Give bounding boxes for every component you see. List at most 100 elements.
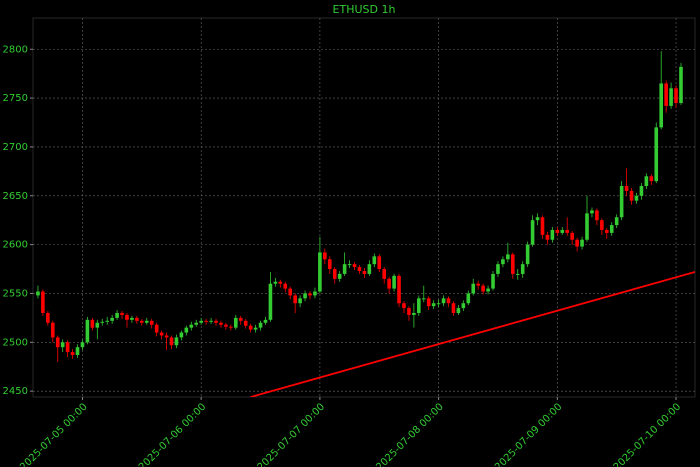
candle-body (342, 264, 347, 274)
candle-body (65, 342, 70, 353)
candle-body (219, 322, 223, 325)
y-tick-label: 2750 (3, 93, 28, 104)
candle-body (159, 332, 164, 336)
candle-body (100, 321, 105, 323)
candle-body (535, 217, 540, 221)
candle-body (308, 293, 312, 296)
candle-body (441, 298, 446, 304)
candle-body (115, 312, 119, 318)
candle-body (278, 281, 283, 284)
trend-line (250, 271, 695, 397)
candle-body (337, 273, 342, 279)
candle-body (476, 283, 480, 286)
candle-body (421, 298, 426, 300)
candle-body (590, 210, 594, 214)
candle-body (377, 256, 382, 270)
candle-body (50, 322, 55, 338)
candle-body (525, 244, 530, 265)
candle-body (110, 317, 114, 321)
candle-body (456, 308, 461, 313)
y-tick-label: 2550 (3, 288, 28, 299)
candle-body (36, 291, 40, 296)
candle-body (283, 283, 288, 289)
candle-body (644, 176, 649, 187)
candle-body (214, 320, 218, 323)
candle-body (481, 285, 485, 292)
candle-body (634, 195, 639, 201)
candle-body (580, 239, 584, 247)
candle-body (362, 270, 367, 274)
candle-body (511, 254, 515, 274)
candle-body (417, 298, 421, 313)
candle-body (506, 254, 510, 260)
chart-title: ETHUSD 1h (333, 3, 396, 16)
candle-body (95, 322, 100, 328)
candle-body (90, 319, 95, 328)
candle-body (387, 278, 391, 289)
candle-body (565, 229, 570, 233)
candle-body (169, 337, 174, 346)
candle-body (135, 317, 139, 321)
candle-body (46, 312, 50, 323)
candle-body (318, 252, 322, 292)
candle-body (585, 213, 589, 240)
candle-body (199, 320, 203, 323)
candle-body (451, 303, 456, 313)
candle-body (407, 308, 411, 315)
candle-body (540, 217, 545, 235)
candle-body (352, 264, 357, 268)
candle-body (496, 264, 500, 274)
candle-body (288, 288, 293, 296)
candle-body (323, 252, 327, 260)
candle-body (224, 324, 228, 327)
candle-body (382, 269, 386, 279)
candle-body (263, 319, 268, 323)
candle-body (194, 322, 199, 325)
candle-body (144, 320, 149, 323)
y-tick-label: 2600 (3, 240, 28, 251)
candle-body (253, 327, 258, 330)
candle-body (604, 229, 609, 233)
candle-body (515, 273, 520, 275)
candle-body (431, 303, 436, 307)
candle-body (174, 337, 179, 346)
y-tick-label: 2800 (3, 44, 28, 55)
candle-body (258, 322, 263, 328)
candle-body (426, 298, 431, 307)
candle-body (234, 317, 238, 328)
y-tick-label: 2500 (3, 337, 28, 348)
candle-body (238, 317, 243, 321)
candle-body (491, 273, 495, 289)
candle-body (679, 66, 683, 103)
candle-body (55, 337, 60, 348)
candle-body (575, 239, 579, 247)
candle-body (367, 264, 372, 274)
plot-area (36, 51, 695, 397)
candle-body (461, 303, 466, 309)
candle-body (466, 293, 471, 304)
candle-body (229, 326, 233, 328)
candle-body (248, 325, 253, 330)
candle-body (614, 217, 619, 226)
candle-body (347, 264, 352, 266)
plot-frame (32, 17, 696, 398)
candle-body (560, 229, 565, 233)
candle-body (397, 275, 401, 304)
candle-body (80, 342, 85, 348)
candle-body (268, 283, 273, 320)
candle-body (624, 186, 629, 191)
candle-body (209, 320, 213, 322)
candle-body (273, 281, 278, 284)
candle-body (164, 335, 169, 338)
candle-body (293, 295, 297, 304)
candle-body (609, 225, 614, 233)
candle-body (154, 324, 159, 333)
candle-body (120, 312, 124, 315)
y-tick-label: 2450 (3, 386, 28, 397)
candle-body (659, 83, 663, 128)
candle-body (520, 264, 525, 274)
candle-body (392, 275, 396, 289)
